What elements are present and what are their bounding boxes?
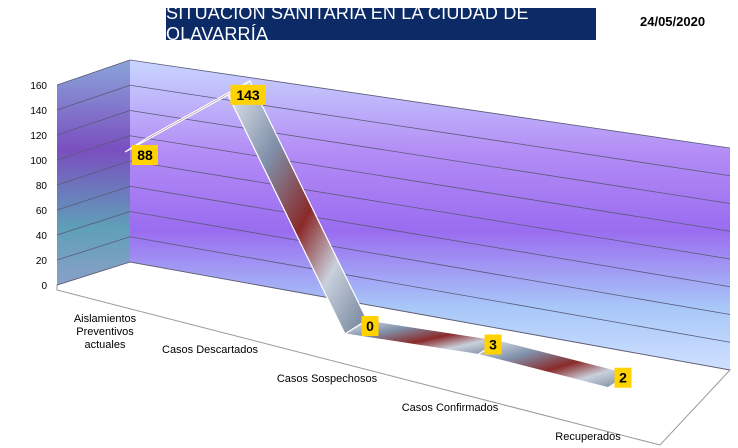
gridline (56, 160, 731, 260)
category-label: Casos Confirmados (402, 402, 499, 414)
chart-title: SITUACIÓN SANITARIA EN LA CIUDAD DE OLAV… (166, 3, 596, 44)
y-tick-label: 40 (36, 231, 48, 242)
data-label: 88 (137, 147, 153, 163)
y-tick-label: 120 (30, 131, 47, 142)
gridline (56, 185, 731, 288)
data-label-box (132, 145, 158, 165)
side-wall (57, 60, 130, 285)
data-label: 2 (619, 370, 627, 386)
y-tick-label: 140 (30, 106, 47, 117)
y-tick-label: 160 (30, 81, 47, 92)
y-tick-label: 100 (30, 156, 47, 167)
gridline (56, 261, 731, 371)
y-tick-label: 20 (36, 256, 48, 267)
gridline (56, 135, 731, 232)
report-date: 24/05/2020 (640, 14, 706, 29)
y-tick-label: 80 (36, 181, 48, 192)
data-label-box (361, 316, 379, 336)
back-wall (130, 60, 730, 370)
category-label: Casos Descartados (162, 344, 258, 356)
y-tick-label: 0 (41, 281, 47, 292)
category-label: Recuperados (555, 431, 621, 443)
data-label: 0 (366, 318, 374, 334)
data-label: 143 (236, 87, 260, 103)
data-label: 3 (489, 336, 497, 352)
category-label: Casos Sospechosos (277, 373, 378, 385)
data-label-box (230, 84, 266, 105)
gridline (56, 110, 731, 204)
data-label-box (484, 334, 502, 355)
data-label-box (614, 367, 632, 388)
gridline (56, 59, 731, 149)
gridline (56, 211, 731, 315)
gridline (56, 236, 731, 343)
gridline (56, 84, 731, 177)
category-label: Aislamientos Preventivos actuales (74, 313, 137, 351)
y-tick-label: 60 (36, 206, 48, 217)
